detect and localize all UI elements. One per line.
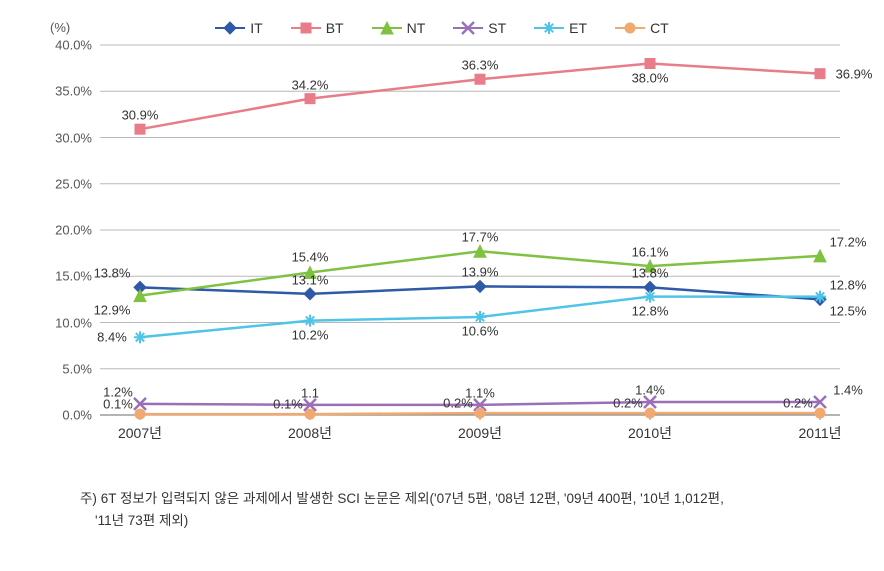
x-tick-label: 2009년 bbox=[458, 415, 502, 443]
legend-swatch bbox=[215, 27, 245, 29]
x-tick-label: 2008년 bbox=[288, 415, 332, 443]
legend-label: ST bbox=[488, 20, 506, 36]
data-label: 12.9% bbox=[94, 302, 131, 317]
data-label: 38.0% bbox=[632, 70, 669, 85]
legend-item-bt: BT bbox=[291, 20, 344, 36]
data-label: 0.2% bbox=[443, 396, 473, 411]
plot-area: 0.0%5.0%10.0%15.0%20.0%25.0%30.0%35.0%40… bbox=[100, 45, 840, 415]
data-label: 13.9% bbox=[462, 265, 499, 280]
footnote-line1: 6T 정보가 입력되지 않은 과제에서 발생한 SCI 논문은 제외('07년 … bbox=[101, 491, 724, 506]
legend-label: CT bbox=[650, 20, 669, 36]
legend-swatch bbox=[372, 27, 402, 29]
y-tick-label: 0.0% bbox=[62, 408, 100, 423]
y-tick-label: 25.0% bbox=[55, 176, 100, 191]
legend-item-nt: NT bbox=[372, 20, 426, 36]
y-tick-label: 30.0% bbox=[55, 130, 100, 145]
data-label: 36.3% bbox=[462, 58, 499, 73]
legend-swatch bbox=[291, 27, 321, 29]
data-label: 0.1% bbox=[273, 397, 303, 412]
x-tick-label: 2010년 bbox=[628, 415, 672, 443]
data-label: 0.2% bbox=[783, 396, 813, 411]
data-label: 13.1% bbox=[292, 272, 329, 287]
data-label: 36.9% bbox=[836, 66, 873, 81]
data-label: 12.8% bbox=[830, 277, 867, 292]
legend-label: BT bbox=[326, 20, 344, 36]
data-label: 34.2% bbox=[292, 77, 329, 92]
chart-container: IT BT NT ST ET CT (%) 0.0%5.0%10.0%15.0%20.0%… bbox=[20, 20, 864, 470]
legend-label: ET bbox=[569, 20, 587, 36]
legend-swatch bbox=[453, 27, 483, 29]
y-tick-label: 40.0% bbox=[55, 38, 100, 53]
legend-item-ct: CT bbox=[615, 20, 669, 36]
legend-swatch bbox=[534, 27, 564, 29]
legend-label: IT bbox=[250, 20, 262, 36]
data-label: 12.5% bbox=[830, 304, 867, 319]
data-label: 12.8% bbox=[632, 303, 669, 318]
y-tick-label: 5.0% bbox=[62, 361, 100, 376]
data-label: 16.1% bbox=[632, 245, 669, 260]
legend-label: NT bbox=[407, 20, 426, 36]
data-label: 0.1% bbox=[103, 397, 133, 412]
footnote: 주) 6T 정보가 입력되지 않은 과제에서 발생한 SCI 논문은 제외('0… bbox=[20, 488, 864, 531]
legend-item-st: ST bbox=[453, 20, 506, 36]
data-label: 17.7% bbox=[462, 230, 499, 245]
data-label: 10.2% bbox=[292, 327, 329, 342]
legend: IT BT NT ST ET CT bbox=[20, 20, 864, 36]
legend-item-it: IT bbox=[215, 20, 262, 36]
data-label: 30.9% bbox=[122, 108, 159, 123]
data-label: 13.8% bbox=[632, 266, 669, 281]
x-tick-label: 2011년 bbox=[799, 415, 842, 443]
footnote-line2: '11년 73편 제외) bbox=[95, 513, 188, 528]
data-label: 17.2% bbox=[830, 234, 867, 249]
x-tick-label: 2007년 bbox=[118, 415, 162, 443]
y-axis-unit-label: (%) bbox=[50, 20, 70, 35]
legend-item-et: ET bbox=[534, 20, 587, 36]
data-label: 0.2% bbox=[613, 396, 643, 411]
data-label: 13.8% bbox=[94, 266, 131, 281]
data-label: 8.4% bbox=[97, 330, 127, 345]
data-label: 10.6% bbox=[462, 323, 499, 338]
y-tick-label: 20.0% bbox=[55, 223, 100, 238]
legend-swatch bbox=[615, 27, 645, 29]
data-label: 15.4% bbox=[292, 249, 329, 264]
data-label: 1.1 bbox=[301, 385, 319, 400]
y-tick-label: 35.0% bbox=[55, 84, 100, 99]
y-tick-label: 10.0% bbox=[55, 315, 100, 330]
footnote-prefix: 주) bbox=[80, 491, 97, 506]
data-label: 1.4% bbox=[833, 383, 863, 398]
